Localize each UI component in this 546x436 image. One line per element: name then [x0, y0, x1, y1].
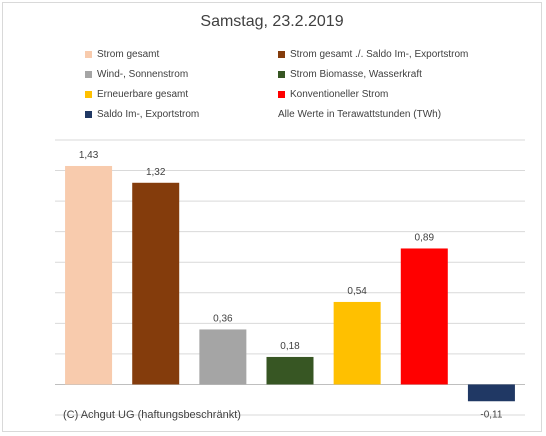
legend-swatch [85, 111, 92, 118]
data-label: 0,36 [213, 313, 233, 324]
legend-item-strom-gesamt-saldo: Strom gesamt ./. Saldo Im-, Exportstrom [278, 49, 468, 60]
bar [266, 356, 314, 385]
bar [333, 301, 381, 385]
data-label: 0,89 [415, 232, 435, 243]
bar [467, 384, 515, 402]
bar [400, 248, 448, 385]
legend-item-strom-gesamt: Strom gesamt [85, 49, 159, 60]
legend-swatch [85, 91, 92, 98]
chart-frame: Samstag, 23.2.2019 Strom gesamt Strom ge… [2, 2, 542, 432]
bar [132, 182, 180, 385]
chart-title: Samstag, 23.2.2019 [200, 13, 344, 30]
data-label: 0,54 [347, 286, 367, 297]
legend-swatch [278, 71, 285, 78]
data-label: 0,18 [280, 341, 300, 352]
data-label: 1,43 [79, 150, 99, 161]
data-label: -0,11 [480, 409, 502, 420]
legend-label: Wind-, Sonnenstrom [97, 69, 189, 80]
legend-swatch [85, 71, 92, 78]
data-label: 1,32 [146, 167, 166, 178]
legend-swatch [278, 51, 285, 58]
legend-label: Strom gesamt ./. Saldo Im-, Exportstrom [290, 49, 469, 60]
copyright-note: (C) Achgut UG (haftungsbeschränkt) [63, 409, 241, 421]
legend-item-wind-sonne: Wind-, Sonnenstrom [85, 69, 188, 80]
legend-label: Erneuerbare gesamt [97, 89, 189, 100]
legend-swatch [278, 91, 285, 98]
legend-swatch [85, 51, 92, 58]
legend-item-konventionell: Konventioneller Strom [278, 89, 388, 100]
legend-item-biomasse-wasser: Strom Biomasse, Wasserkraft [278, 69, 422, 80]
legend-label: Strom Biomasse, Wasserkraft [290, 69, 422, 80]
legend-label: Strom gesamt [97, 49, 160, 60]
legend-item-erneuerbare: Erneuerbare gesamt [85, 89, 188, 100]
bar [199, 329, 247, 385]
unit-note: Alle Werte in Terawattstunden (TWh) [278, 109, 442, 120]
legend-item-saldo: Saldo Im-, Exportstrom [85, 109, 199, 120]
legend-label: Saldo Im-, Exportstrom [97, 109, 200, 120]
legend-label: Konventioneller Strom [290, 89, 389, 100]
plot-area: 1,43 1,32 0,36 0,18 0,54 0,89 -0,11 [55, 139, 525, 420]
bar [65, 165, 113, 385]
